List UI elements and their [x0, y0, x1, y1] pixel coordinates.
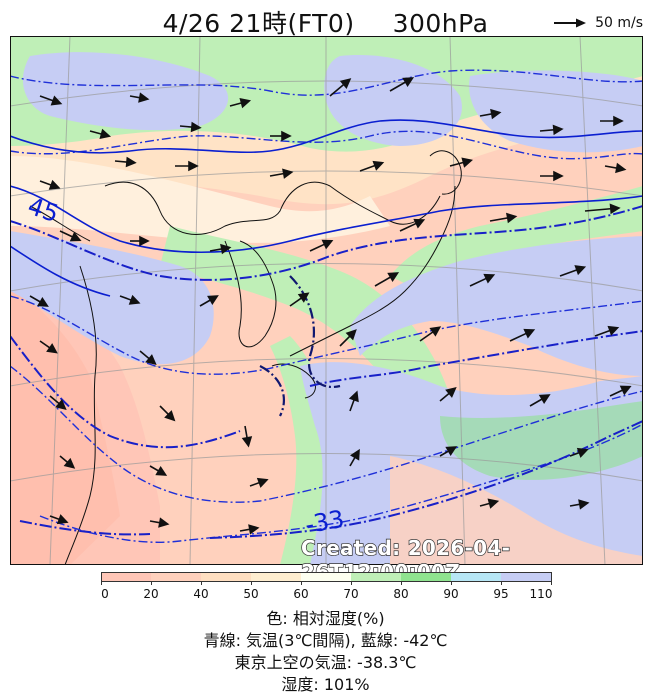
colorbar-cell: [251, 572, 302, 582]
humidity-band-sw: [10, 286, 120, 565]
map-title: 4/26 21時(FT0) 300hPa: [0, 4, 651, 40]
dry-patch-southeast: [390, 456, 643, 565]
wind-scale-label: 50 m/s: [595, 15, 643, 31]
colorbar-tick-label: 60: [293, 587, 308, 600]
caption-line-meaning: 青線: 気温(3℃間隔), 藍線: -42℃: [203, 631, 448, 650]
colorbar-tick-label: 0: [101, 587, 109, 600]
title-date: 4/26 21時(FT0): [162, 9, 355, 38]
humidity-band-yellow: [10, 156, 390, 243]
map-frame: [10, 36, 643, 565]
moist-band-japan-north: [390, 186, 643, 286]
colorbar-tick-label: 95: [493, 587, 508, 600]
wind-arrow-icon: [554, 18, 587, 28]
colorbar-cell: [351, 572, 402, 582]
title-level: 300hPa: [392, 9, 489, 38]
saturated-area-ne: [469, 70, 643, 153]
weather-map: [10, 36, 643, 565]
wind-scale-legend: 50 m/s: [553, 15, 643, 31]
graticule: [10, 36, 643, 565]
colorbar-tick-label: 20: [143, 587, 158, 600]
colorbar-cell: [201, 572, 252, 582]
saturated-area-north: [324, 55, 462, 146]
colorbar-cell: [451, 572, 502, 582]
wind-vectors: [29, 77, 632, 535]
caption-tokyo-temperature: 東京上空の気温: -38.3℃: [234, 653, 417, 672]
colorbar-frame: [101, 572, 552, 582]
colorbar-cell: [101, 572, 152, 582]
colorbar-tick-label: 50: [243, 587, 258, 600]
humidity-colorbar: 0 20 40 50 60 70 80 90 95 110: [101, 572, 552, 600]
colorbar-cell: [151, 572, 202, 582]
colorbar-cell: [401, 572, 452, 582]
colorbar-tick-label: 40: [193, 587, 208, 600]
temperature-contours-thick: [10, 205, 643, 539]
colorbar-tick-label: 80: [393, 587, 408, 600]
colorbar-cell: [501, 572, 552, 582]
colorbar-tick-label: 110: [530, 587, 552, 600]
moist-patch-pacific: [440, 401, 643, 480]
saturated-area-japan: [350, 236, 643, 376]
colorbar-tick-label: 70: [343, 587, 358, 600]
caption-color-meaning: 色: 相対湿度(%): [266, 609, 385, 628]
minus42-contour: [10, 119, 643, 297]
colorbar-cell: [301, 572, 352, 582]
colorbar-tick-label: 90: [443, 587, 458, 600]
caption-humidity: 湿度: 101%: [281, 675, 370, 694]
